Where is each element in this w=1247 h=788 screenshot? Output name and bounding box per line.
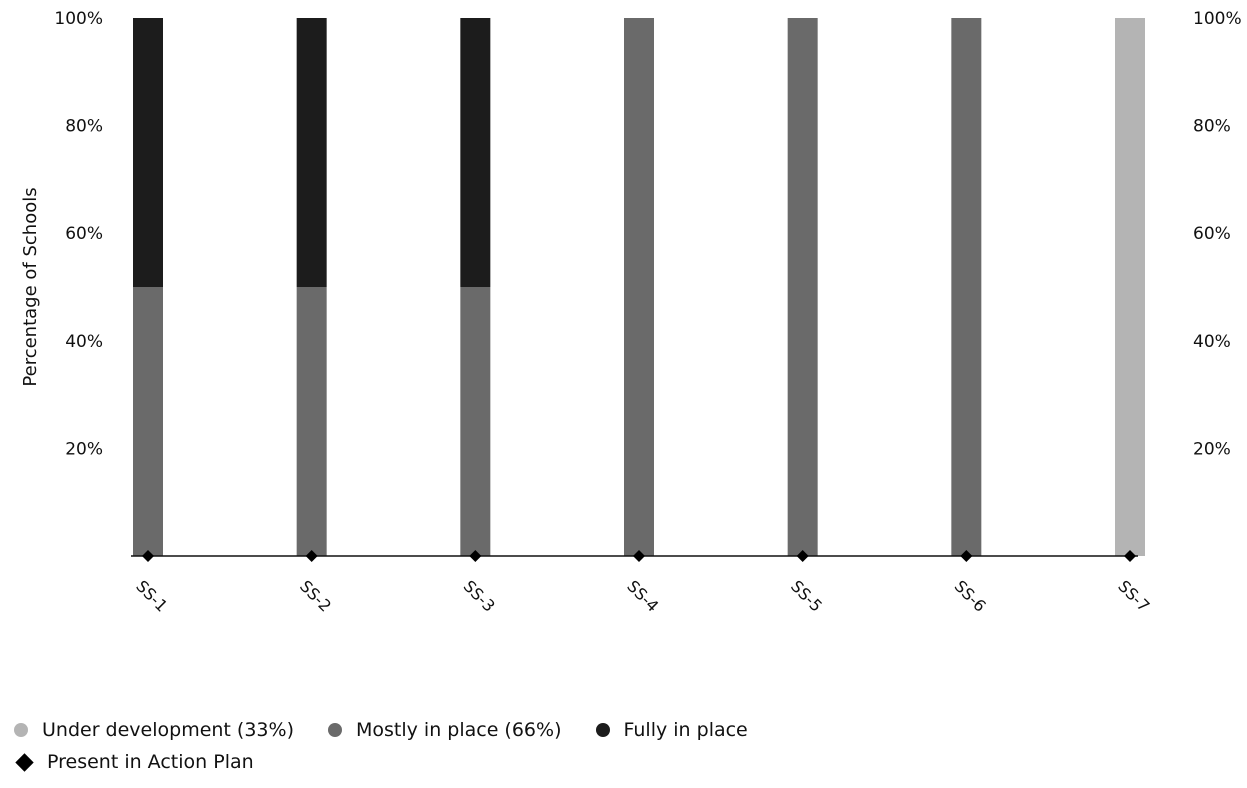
- action-plan-marker: [960, 550, 973, 562]
- legend-item-fully-in-place: Fully in place: [595, 719, 748, 741]
- bar-segment: [296, 287, 327, 556]
- x-category-label: SS-2: [296, 577, 335, 616]
- action-plan-marker: [469, 550, 482, 562]
- y-tick-label-left: 20%: [65, 439, 103, 459]
- legend-row-markers: Present in Action Plan: [14, 748, 782, 776]
- bar-segment: [951, 18, 982, 556]
- y-tick-label-right: 40%: [1193, 332, 1231, 352]
- y-tick-label-left: 60%: [65, 224, 103, 244]
- y-tick-label-right: 80%: [1193, 117, 1231, 137]
- action-plan-marker: [305, 550, 318, 562]
- x-category-label: SS-6: [951, 577, 990, 616]
- x-category-label: SS-1: [132, 577, 171, 616]
- action-plan-marker: [633, 550, 645, 562]
- stacked-bar-chart: 20% 40% 60% 80% 100% 20% 40% 60% 80% 100% Percen…: [20, 9, 1242, 616]
- legend-label-mostly-in-place: Mostly in place (66%): [355, 719, 562, 741]
- y-axis-right: 20% 40% 60% 80% 100%: [1193, 9, 1242, 459]
- legend: Under development (33%) Mostly in place …: [14, 716, 782, 780]
- legend-swatch-under-development: [14, 723, 28, 737]
- y-tick-label-left: 100%: [54, 9, 103, 29]
- y-tick-label-right: 100%: [1193, 9, 1242, 29]
- legend-item-under-development: Under development (33%): [14, 719, 294, 741]
- action-plan-marker: [1124, 550, 1136, 562]
- bar-segment: [460, 18, 491, 287]
- y-tick-label-left: 80%: [65, 117, 103, 137]
- bar-segment: [296, 18, 327, 287]
- y-tick-label-right: 60%: [1193, 224, 1231, 244]
- y-tick-label-left: 40%: [65, 332, 103, 352]
- y-tick-label-right: 20%: [1193, 439, 1231, 459]
- y-axis-left: 20% 40% 60% 80% 100%: [54, 9, 103, 459]
- action-plan-marker: [796, 550, 809, 562]
- x-category-label: SS-3: [460, 577, 499, 616]
- legend-swatch-fully-in-place: [595, 723, 610, 737]
- bars: [133, 18, 1145, 556]
- x-category-label: SS-5: [787, 577, 826, 616]
- bar-segment: [133, 287, 163, 556]
- bar-segment: [460, 287, 491, 556]
- x-category-label: SS-7: [1114, 577, 1153, 616]
- x-axis-categories: SS-1 SS-2 SS-3 SS-4 SS-5 SS-6 SS-7: [132, 577, 1153, 616]
- bar-segment: [133, 18, 163, 287]
- legend-label-under-development: Under development (33%): [42, 719, 294, 741]
- legend-item-mostly-in-place: Mostly in place (66%): [327, 719, 562, 741]
- legend-label-action-plan: Present in Action Plan: [47, 751, 254, 773]
- legend-label-fully-in-place: Fully in place: [623, 719, 748, 741]
- bar-segment: [624, 18, 654, 556]
- x-category-label: SS-4: [623, 577, 662, 616]
- legend-row-status: Under development (33%) Mostly in place …: [14, 716, 782, 744]
- legend-diamond-icon: [15, 752, 34, 772]
- legend-swatch-mostly-in-place: [327, 723, 342, 737]
- bar-segment: [1115, 18, 1145, 556]
- y-axis-label: Percentage of Schools: [20, 187, 41, 386]
- action-plan-markers: [142, 550, 1136, 562]
- action-plan-marker: [142, 550, 154, 562]
- bar-segment: [787, 18, 818, 556]
- legend-item-action-plan: Present in Action Plan: [14, 751, 254, 773]
